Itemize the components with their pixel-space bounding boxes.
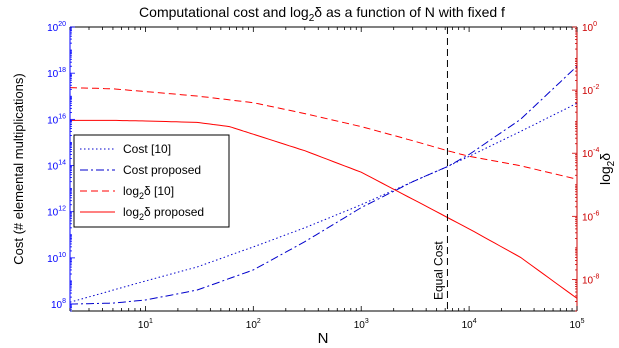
- y-right-tick-label-base: 10: [582, 23, 594, 34]
- y-left-tick-label: 108: [51, 298, 66, 311]
- x-axis-label: N: [318, 330, 329, 347]
- y-right-tick-label-exp: -4: [593, 147, 599, 154]
- x-ticks: 101 102 103 104 105: [69, 27, 585, 331]
- y-left-tick-label-exp: 18: [58, 67, 66, 74]
- y-right-axis-label-base: log: [597, 166, 613, 185]
- y-left-tick-label-exp: 8: [62, 298, 66, 305]
- y-right-tick-label: 10-8: [582, 273, 599, 286]
- y-right-axis-label-sub: 2: [606, 160, 617, 166]
- legend-label-sub: 2: [139, 191, 144, 201]
- x-tick-label-exp: 1: [149, 318, 153, 325]
- y-left-tick-label-exp: 14: [58, 160, 66, 167]
- y-right-tick-label-base: 10: [582, 275, 594, 286]
- x-tick-label: 105: [569, 318, 584, 331]
- x-tick-label: 101: [138, 318, 153, 331]
- legend-label-base: log: [123, 205, 139, 219]
- chart-title: Computational cost and log2δ as a functi…: [139, 4, 505, 24]
- y-right-tick-label: 10-4: [582, 147, 599, 160]
- x-tick-label-base: 10: [138, 320, 150, 331]
- y-left-tick-label: 1020: [47, 21, 66, 34]
- chart-title-sub: 2: [309, 13, 315, 24]
- x-tick-label: 103: [354, 318, 369, 331]
- y-left-tick-label-base: 10: [47, 69, 59, 80]
- y-left-tick-label-base: 10: [47, 208, 59, 219]
- y-right-tick-label-exp: 0: [593, 21, 597, 28]
- y-right-tick-label-base: 10: [582, 149, 594, 160]
- legend-label-1: Cost proposed: [123, 163, 201, 177]
- y-right-tick-label: 10-6: [582, 210, 599, 223]
- y-right-tick-label-exp: -6: [593, 210, 599, 217]
- y-left-tick-label-exp: 16: [58, 113, 66, 120]
- y-right-tick-label-exp: -2: [593, 84, 599, 91]
- x-tick-label-exp: 5: [581, 318, 585, 325]
- y-left-tick-label-base: 10: [47, 254, 59, 265]
- y-left-tick-label-base: 10: [47, 23, 59, 34]
- y-left-tick-label: 1018: [47, 67, 66, 80]
- x-tick-label-base: 10: [246, 320, 258, 331]
- legend-label-rest: δ [10]: [144, 184, 174, 198]
- legend-label-base: Cost [10]: [123, 142, 171, 156]
- series-line-0: [69, 102, 578, 303]
- x-tick-label-exp: 3: [365, 318, 369, 325]
- y-left-tick-label-base: 10: [51, 300, 63, 311]
- y-right-tick-label-base: 10: [582, 212, 594, 223]
- x-tick-label-base: 10: [354, 320, 366, 331]
- legend-label-2: log2δ [10]: [123, 184, 174, 201]
- legend-label-3: log2δ proposed: [123, 205, 204, 222]
- y-left-tick-label: 1012: [47, 206, 66, 219]
- series-line-1: [70, 65, 578, 305]
- y-left-tick-label-base: 10: [47, 115, 59, 126]
- series-layer: [69, 65, 578, 305]
- y-left-tick-label-exp: 20: [58, 21, 66, 28]
- legend-label-0: Cost [10]: [123, 142, 171, 156]
- y-right-tick-label: 10-2: [582, 84, 599, 97]
- legend-label-sub: 2: [139, 212, 144, 222]
- y-right-axis-label-sym: δ: [597, 153, 613, 161]
- x-tick-label-exp: 4: [473, 318, 477, 325]
- y-right-tick-label-exp: -8: [593, 273, 599, 280]
- legend-label-base: log: [123, 184, 139, 198]
- x-tick-label-exp: 2: [257, 318, 261, 325]
- y-left-tick-label-exp: 10: [58, 252, 66, 259]
- x-tick-label-base: 10: [569, 320, 581, 331]
- chart-title-prefix: Computational cost and log: [139, 4, 309, 20]
- x-tick-label: 102: [246, 318, 261, 331]
- legend-label-rest: δ proposed: [144, 205, 204, 219]
- y-left-tick-label: 1016: [47, 113, 66, 126]
- x-tick-label-base: 10: [462, 320, 474, 331]
- annotation-layer: Equal Cost: [431, 27, 448, 311]
- y-right-tick-label-base: 10: [582, 86, 594, 97]
- y-left-tick-label: 1010: [47, 252, 66, 265]
- chart-title-suffix: δ as a function of N with fixed f: [314, 4, 505, 20]
- y-left-tick-label: 1014: [47, 160, 66, 173]
- equal-cost-label: Equal Cost: [431, 241, 445, 300]
- y-left-tick-label-exp: 12: [58, 206, 66, 213]
- x-tick-label: 104: [462, 318, 477, 331]
- y-left-tick-label-base: 10: [47, 162, 59, 173]
- series-line-3: [70, 119, 578, 299]
- y-right-tick-label: 100: [582, 21, 597, 34]
- legend-label-base: Cost proposed: [123, 163, 201, 177]
- y-left-axis-label: Cost (# elemental multiplications): [11, 73, 26, 264]
- series-line-2: [69, 87, 578, 180]
- y-right-axis-label: log2δ: [597, 153, 617, 185]
